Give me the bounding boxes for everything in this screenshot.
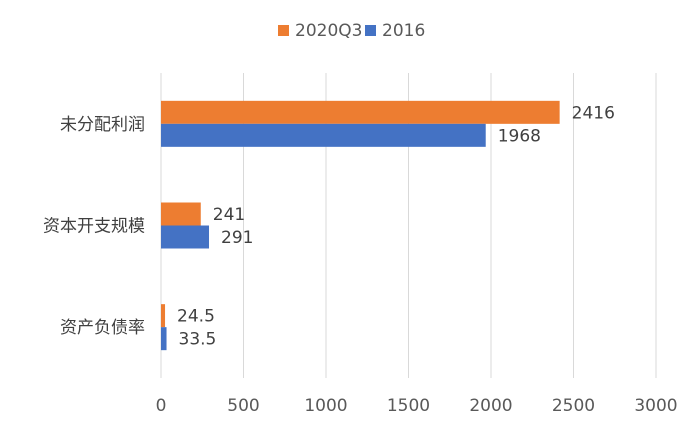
x-tick-label: 2000: [469, 396, 512, 416]
legend-label: 2016: [382, 21, 425, 41]
data-label: 241: [213, 205, 245, 225]
bar-2016-0: [161, 123, 486, 147]
x-axis: 0 500 1000 1500 2000 2500 3000: [156, 396, 678, 416]
x-tick-label: 2500: [552, 396, 595, 416]
legend-swatch-2020Q3: [278, 25, 289, 36]
legend-label: 2020Q3: [295, 21, 362, 41]
x-tick-label: 1500: [387, 396, 430, 416]
legend-swatch-2016: [365, 25, 376, 36]
y-category-label: 资本开支规模: [43, 217, 145, 237]
data-label: 1968: [498, 126, 541, 146]
x-tick-label: 500: [227, 396, 259, 416]
data-label: 24.5: [177, 307, 215, 327]
bar-2020Q3-1: [161, 202, 201, 226]
y-category-label: 未分配利润: [60, 115, 145, 135]
bars: [161, 100, 560, 351]
data-label: 291: [221, 228, 253, 248]
value-labels: 2416 1968 241 291 24.5 33.5: [177, 103, 615, 349]
legend: 2020Q3 2016: [278, 21, 425, 41]
data-label: 2416: [572, 103, 615, 123]
bar-2016-1: [161, 225, 210, 249]
x-tick-label: 1000: [304, 396, 347, 416]
data-label: 33.5: [179, 330, 217, 350]
x-tick-label: 0: [156, 396, 167, 416]
bar-2016-2: [161, 327, 167, 351]
y-category-label: 资产负债率: [60, 318, 145, 338]
bar-2020Q3-2: [161, 304, 166, 328]
x-tick-label: 3000: [634, 396, 677, 416]
bar-2020Q3-0: [161, 100, 560, 124]
